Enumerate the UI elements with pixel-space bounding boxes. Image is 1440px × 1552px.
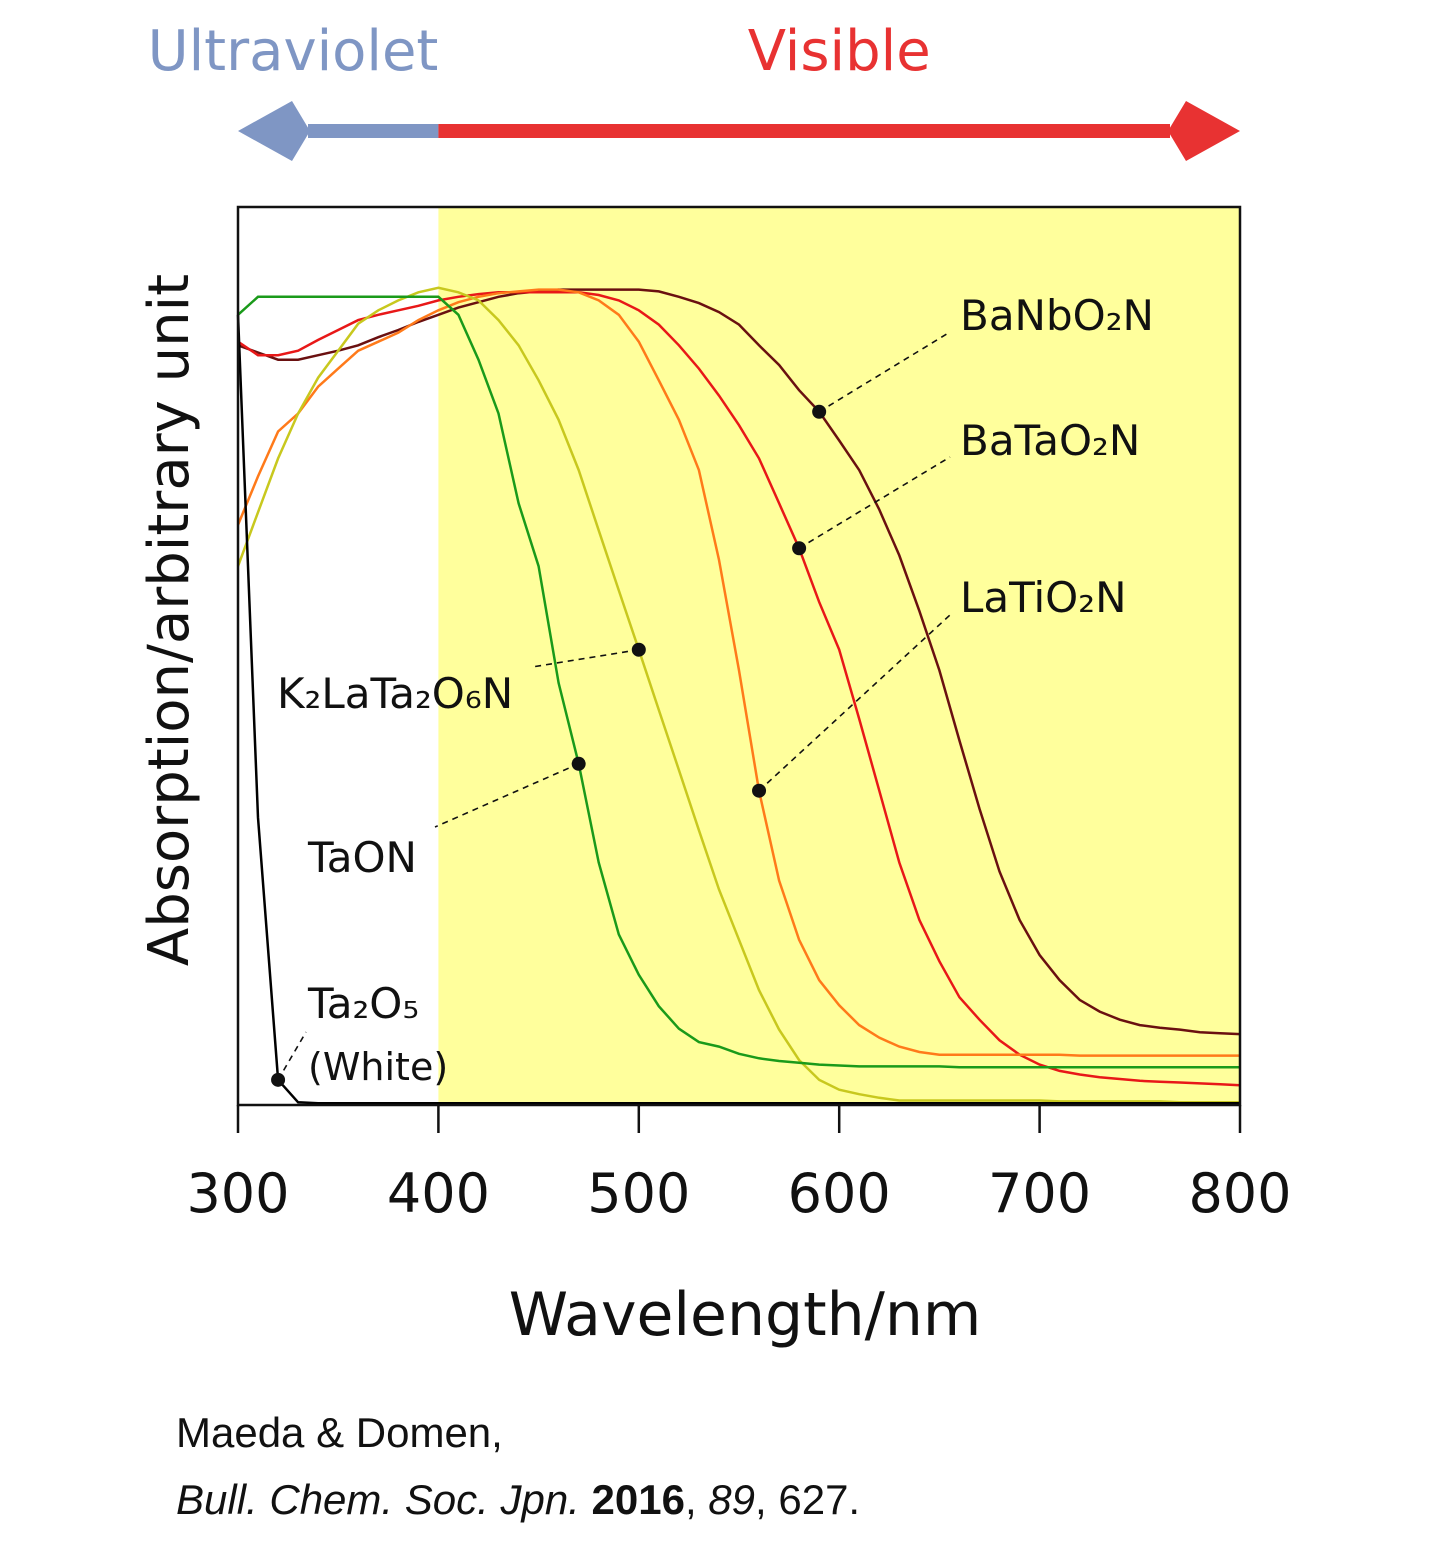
y-axis-label: Absorption/arbitrary unit — [137, 274, 202, 966]
leader-line — [818, 331, 951, 413]
citation-part: 2016 — [592, 1476, 685, 1523]
leader-line — [531, 648, 639, 668]
series-label: LaTiO₂N — [960, 573, 1126, 622]
spectrum-line — [237, 291, 1241, 1087]
series-label: BaTaO₂N — [960, 416, 1140, 465]
x-tick-label: 400 — [387, 1162, 490, 1225]
label-dot — [812, 404, 827, 419]
label-dot — [271, 1072, 286, 1087]
x-tick-label: 700 — [988, 1162, 1091, 1225]
band-fill — [438, 207, 1240, 1105]
citation-part: , 627. — [755, 1476, 860, 1523]
band-arrow-head — [238, 101, 310, 161]
label-dot — [631, 642, 646, 657]
x-tick-label: 800 — [1188, 1162, 1291, 1225]
label-dot — [792, 541, 807, 556]
spectrum-line — [236, 314, 1240, 1105]
series-label: BaNbO₂N — [960, 291, 1154, 340]
x-tick-label: 600 — [788, 1162, 891, 1225]
series-label: TaON — [307, 833, 417, 882]
band-label: Ultraviolet — [148, 19, 439, 84]
citation-authors: Maeda & Domen, — [176, 1409, 503, 1456]
series-label: Ta₂O₅ — [307, 979, 419, 1028]
citation-part — [580, 1476, 592, 1523]
x-axis-label: Wavelength/nm — [509, 1280, 982, 1350]
band-arrow-head — [1168, 101, 1240, 161]
citation-reference: Bull. Chem. Soc. Jpn. 2016, 89, 627. — [176, 1476, 860, 1523]
label-dot — [752, 783, 767, 798]
leader-line — [277, 1031, 307, 1081]
x-tick-label: 500 — [587, 1162, 690, 1225]
label-dot — [571, 756, 586, 771]
citation-part: 89 — [708, 1476, 755, 1523]
citation-part: Bull. Chem. Soc. Jpn. — [176, 1476, 580, 1523]
band-label: Visible — [748, 19, 931, 84]
plot-frame — [236, 205, 1242, 1107]
spectrum-line — [237, 295, 1240, 1069]
series-note: (White) — [308, 1045, 448, 1089]
leader-line — [434, 763, 580, 828]
spectrum-line — [236, 288, 1240, 1057]
x-tick-label: 300 — [186, 1162, 289, 1225]
citation-part: , — [685, 1476, 708, 1523]
series-label: K₂LaTa₂O₆N — [277, 669, 513, 718]
leader-line — [798, 456, 951, 549]
